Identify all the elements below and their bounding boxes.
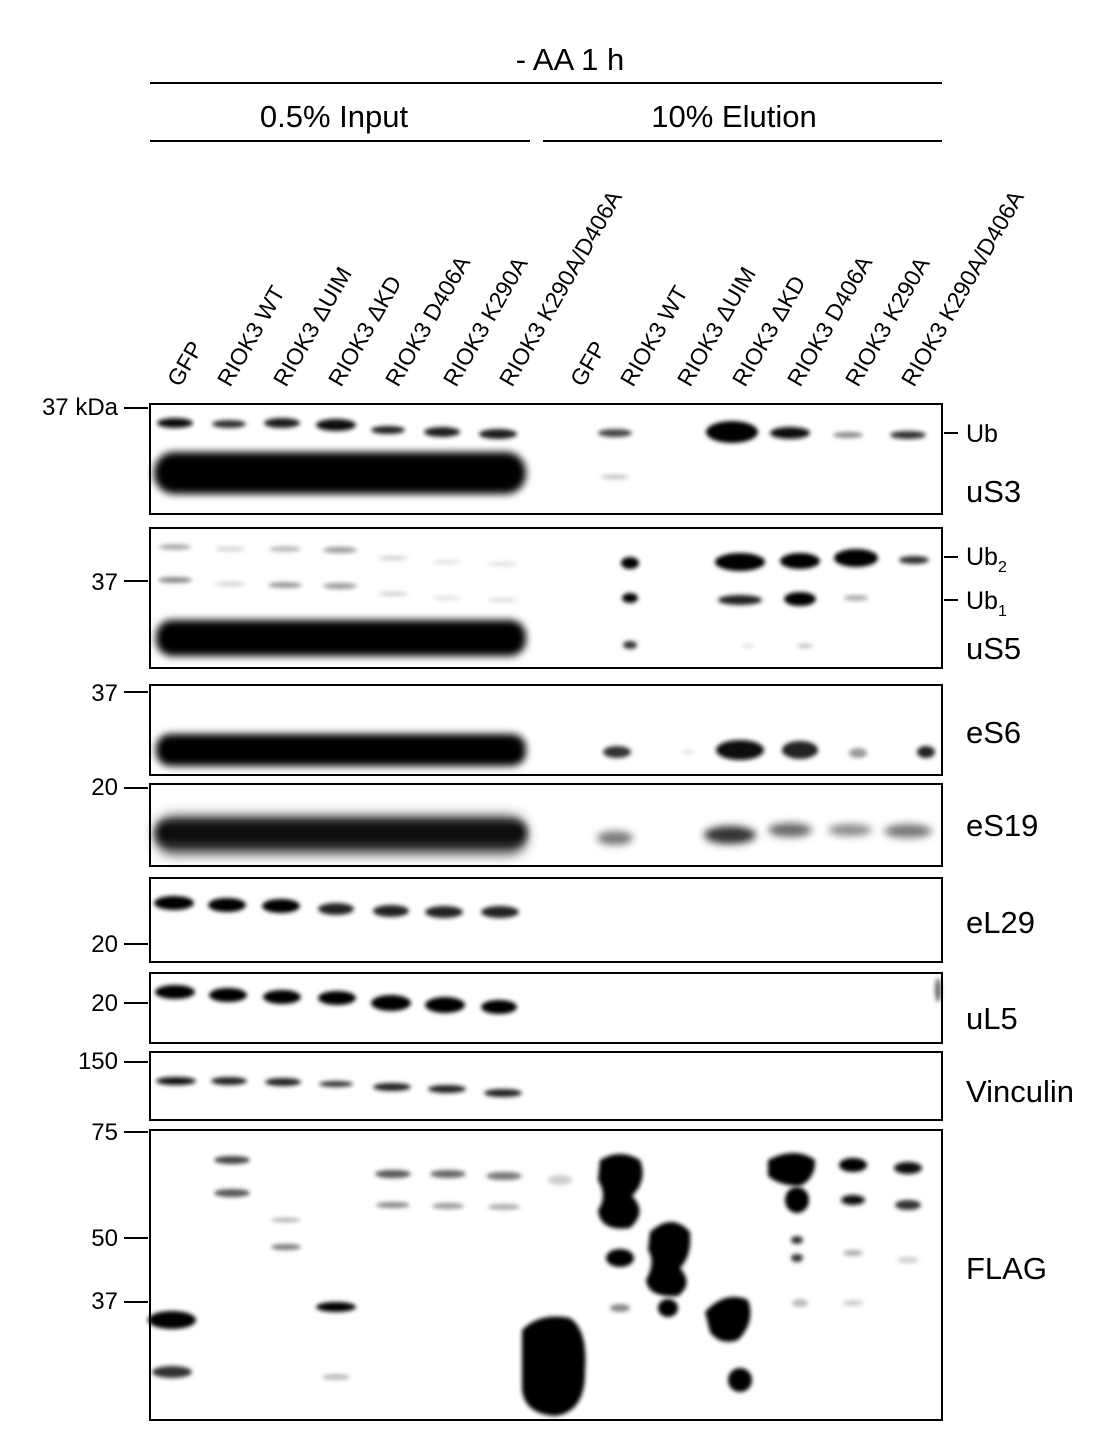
blot-panel-us3	[149, 403, 943, 515]
panel-label-us5: uS5	[966, 631, 1021, 666]
panel-label-ul5: uL5	[966, 1001, 1018, 1036]
marker-label-us5-37: 37	[91, 569, 118, 596]
marker-label-ul5-20: 20	[91, 990, 118, 1017]
panel-label-vinculin: Vinculin	[966, 1074, 1074, 1109]
blot-panel-flag	[148, 1129, 943, 1421]
marker-label-es19-20: 20	[91, 774, 118, 801]
lane-labels: GFP RIOK3 WT RIOK3 ΔUIM RIOK3 ΔKD RIOK3 …	[162, 185, 1029, 390]
condition-label: - AA 1 h	[516, 42, 625, 77]
blot-panel-el29	[149, 877, 943, 963]
band-label-ub: Ub	[966, 420, 998, 448]
marker-label-flag-50: 50	[91, 1225, 118, 1252]
group-label-elution: 10% Elution	[651, 99, 816, 134]
blot-panel-ul5	[149, 972, 943, 1044]
marker-label-us3-37: 37 kDa	[42, 394, 119, 421]
blot-panel-es6	[149, 684, 943, 776]
marker-label-vinculin-150: 150	[78, 1048, 118, 1075]
panel-label-el29: eL29	[966, 905, 1035, 940]
group-label-input: 0.5% Input	[260, 99, 409, 134]
panel-label-flag: FLAG	[966, 1251, 1047, 1286]
marker-label-flag-75: 75	[91, 1119, 118, 1146]
lane-label-elution-gfp: GFP	[565, 337, 611, 391]
panel-label-us3: uS3	[966, 474, 1021, 509]
band-label-ub1: Ub1	[966, 587, 1007, 620]
lane-label-input-gfp: GFP	[162, 337, 208, 391]
panel-label-es19: eS19	[966, 808, 1038, 843]
blot-panel-vinculin	[149, 1051, 943, 1121]
band-label-ub2: Ub2	[966, 543, 1007, 576]
marker-label-el29-20: 20	[91, 931, 118, 958]
marker-label-es6-37: 37	[91, 680, 118, 707]
blot-panel-us5	[149, 527, 943, 669]
marker-label-flag-37: 37	[91, 1288, 118, 1315]
panel-label-es6: eS6	[966, 715, 1021, 750]
blot-panel-es19	[149, 783, 943, 867]
